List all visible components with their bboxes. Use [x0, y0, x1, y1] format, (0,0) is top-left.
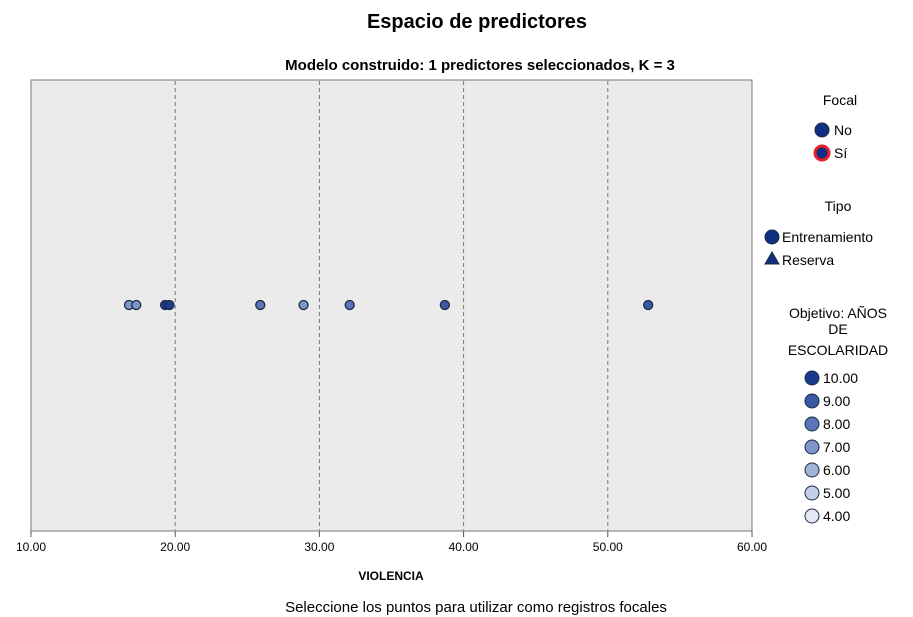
legend-objetivo-label: 8.00	[823, 416, 850, 432]
legend-objetivo-title-line1: Objetivo: AÑOS	[789, 305, 887, 321]
legend-tipo-title: Tipo	[825, 198, 852, 214]
legend-tipo-holdout-marker	[764, 251, 780, 265]
data-point[interactable]	[164, 299, 175, 311]
legend-objetivo-items: 10.00 9.00 8.00 7.00 6.00 5.00 4.00	[804, 370, 858, 524]
data-point[interactable]	[344, 299, 355, 311]
legend-objetivo-label: 5.00	[823, 485, 850, 501]
legend-objetivo-marker	[804, 462, 820, 478]
legend-objetivo-label: 7.00	[823, 439, 850, 455]
legend-objetivo: Objetivo: AÑOS DE ESCOLARIDAD 10.00 9.00 8…	[788, 305, 888, 524]
legend-focal-title: Focal	[823, 92, 857, 108]
x-axis: 10.00 20.00 30.00 40.00 50.00 60.00	[16, 531, 767, 554]
legend-objetivo-label: 4.00	[823, 508, 850, 524]
legend-objetivo-label: 10.00	[823, 370, 858, 386]
x-tick-label: 10.00	[16, 540, 46, 554]
data-point[interactable]	[255, 299, 266, 311]
legend-objetivo-marker	[804, 370, 820, 386]
legend-objetivo-marker	[804, 393, 820, 409]
data-points	[123, 299, 654, 311]
plot-area	[30, 79, 753, 532]
legend-objetivo-marker	[804, 485, 820, 501]
legend-objetivo-marker	[804, 416, 820, 432]
legend-objetivo-marker	[804, 439, 820, 455]
x-tick-label: 20.00	[160, 540, 190, 554]
chart-title: Espacio de predictores	[367, 11, 587, 33]
legend-objetivo-label: 6.00	[823, 462, 850, 478]
data-point[interactable]	[643, 299, 654, 311]
legend-focal-no-label: No	[834, 122, 852, 138]
chart-subtitle: Modelo construido: 1 predictores selecci…	[285, 57, 675, 74]
legend-tipo-training-label: Entrenamiento	[782, 229, 873, 245]
x-tick-label: 30.00	[304, 540, 334, 554]
legend-focal-si-marker	[813, 144, 831, 162]
legend-tipo: Tipo Entrenamiento Reserva	[764, 198, 873, 268]
grid-lines	[174, 81, 609, 530]
legend-objetivo-title-line2: DE	[828, 321, 847, 337]
legend-objetivo-marker	[804, 508, 820, 524]
x-axis-label: VIOLENCIA	[358, 569, 424, 583]
legend-focal: Focal No Sí	[813, 92, 857, 162]
data-point[interactable]	[298, 299, 309, 311]
x-tick-label: 40.00	[449, 540, 479, 554]
legend-tipo-training-marker	[764, 229, 780, 245]
legend-tipo-holdout-label: Reserva	[782, 252, 834, 268]
data-point[interactable]	[131, 299, 142, 311]
legend-focal-no-marker	[814, 122, 830, 138]
legend-objetivo-title-line3: ESCOLARIDAD	[788, 342, 888, 358]
x-tick-label: 50.00	[593, 540, 623, 554]
legend-focal-si-label: Sí	[834, 145, 847, 161]
data-point[interactable]	[439, 299, 451, 311]
footer-instruction: Seleccione los puntos para utilizar como…	[285, 599, 667, 616]
legend-objetivo-label: 9.00	[823, 393, 850, 409]
x-tick-label: 60.00	[737, 540, 767, 554]
